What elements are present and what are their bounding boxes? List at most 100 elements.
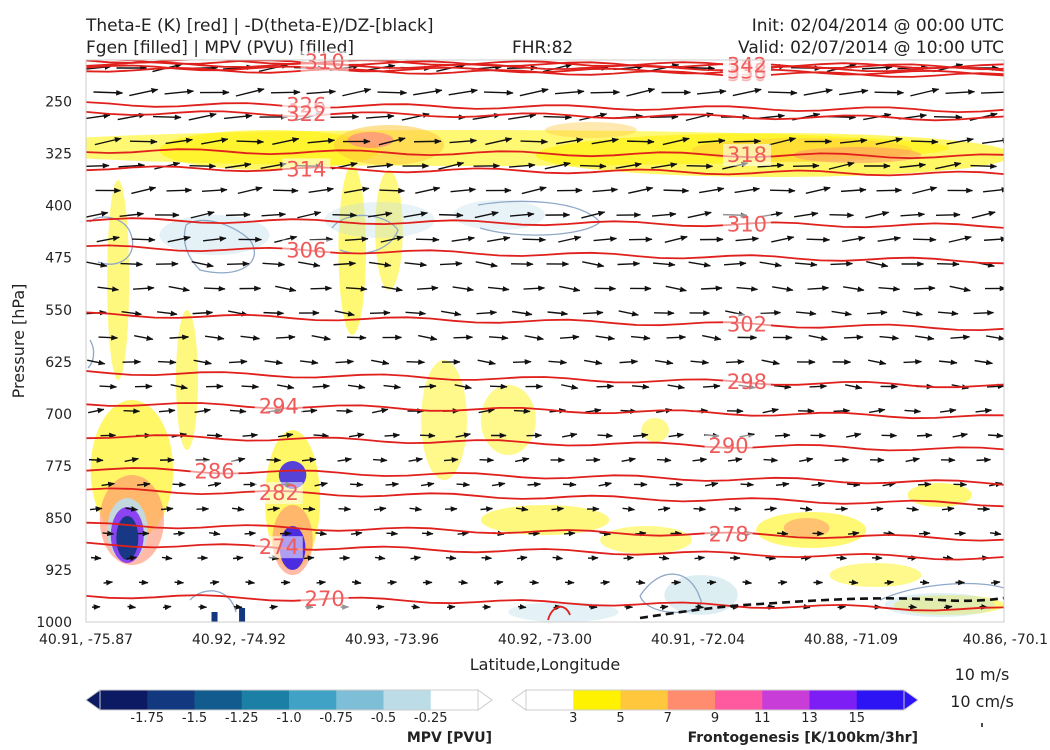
theta-e-line: [86, 434, 1004, 452]
field-patch: [333, 125, 445, 165]
y-tick-label: 850: [45, 511, 72, 527]
wind-arrow: [562, 481, 577, 488]
wind-arrow: [982, 137, 1004, 145]
wind-arrow: [663, 187, 690, 194]
wind-arrow: [807, 285, 830, 292]
wind-arrow: [264, 359, 284, 366]
wind-arrow: [846, 481, 861, 488]
contour-label-bg: [282, 102, 331, 125]
colorbar-swatch: [194, 690, 243, 710]
theta-e-label: 278: [709, 523, 749, 547]
colorbar-swatch: [620, 690, 669, 710]
wind-arrow: [935, 212, 961, 218]
wind-arrow: [368, 211, 393, 218]
y-tick-label: 925: [45, 563, 72, 579]
wind-arrow: [704, 481, 719, 488]
wind-arrow: [129, 138, 158, 145]
theta-e-label: 282: [259, 481, 299, 505]
wind-arrow: [173, 530, 186, 537]
theta-e-line: [86, 594, 1004, 612]
wind-arrow: [262, 261, 286, 268]
wind-arrow: [794, 211, 819, 218]
stability-dashed-line: [639, 596, 1004, 620]
wind-arrow: [693, 506, 707, 512]
wind-arrow: [523, 285, 546, 292]
wind-arrow: [94, 137, 122, 146]
wind-arrow: [552, 555, 564, 561]
x-tick-label: 40.92, -73.00: [498, 632, 592, 648]
wind-arrow: [450, 187, 477, 193]
wind-arrow: [261, 211, 287, 218]
wind-arrow: [593, 236, 618, 242]
wind-arrow: [403, 211, 429, 218]
wind-arrow: [378, 137, 406, 146]
wind-arrow: [900, 211, 926, 218]
wind-arrow: [736, 286, 759, 292]
colorbar-swatch: [809, 690, 858, 710]
x-tick-label: 40.91, -72.04: [651, 632, 745, 648]
wind-arrow: [312, 383, 331, 390]
wind-arrow: [372, 457, 388, 463]
wind-arrow: [88, 457, 104, 463]
wind-arrow: [649, 114, 679, 120]
wind-arrow: [600, 579, 611, 586]
field-patch: [324, 202, 435, 238]
wind-arrow: [933, 114, 963, 120]
colorbar-tick: 11: [754, 711, 771, 726]
wind-arrow: [270, 89, 301, 96]
wind-arrow: [949, 285, 971, 293]
wind-arrow: [800, 555, 812, 561]
wind-arrow: [311, 334, 332, 341]
wind-arrow: [455, 432, 472, 438]
colorbar-extend: [511, 689, 527, 711]
wind-arrow: [275, 334, 296, 341]
wind-arrow: [365, 113, 395, 120]
colorbar-tick: -1.25: [225, 711, 259, 726]
wind-arrow: [509, 211, 535, 218]
wind-reference-vertical: 10 cm/s: [950, 692, 1014, 711]
wind-arrow: [763, 457, 779, 463]
wind-arrow: [160, 506, 174, 512]
wind-arrow: [266, 457, 282, 463]
wind-arrow: [973, 310, 995, 316]
colorbar-frame: [99, 689, 479, 711]
wind-arrow: [189, 163, 217, 169]
wind-arrow: [706, 579, 717, 586]
wind-arrow: [203, 285, 226, 292]
wind-arrow: [875, 137, 903, 145]
wind-arrow: [882, 481, 897, 488]
wind-arrow: [478, 407, 496, 414]
field-patch: [664, 575, 738, 615]
wind-arrow: [910, 138, 939, 145]
wind-arrow: [976, 457, 992, 463]
wind-arrow: [945, 89, 976, 95]
wind-arrow: [808, 334, 828, 341]
wind-arrow: [848, 579, 859, 586]
wind-arrow: [451, 235, 476, 242]
wind-arrow: [937, 310, 959, 317]
x-axis-ticks: 40.91, -75.87 40.92, -74.92 40.93, -73.96 4…: [39, 632, 1048, 648]
wind-arrow: [559, 285, 581, 293]
wind-arrow: [915, 335, 935, 341]
colorbar-tick: -1.0: [276, 711, 301, 726]
wind-arrow: [524, 335, 545, 341]
y-tick-label: 775: [45, 459, 72, 475]
wind-arrow: [556, 137, 584, 145]
wind-arrow: [777, 579, 788, 586]
wind-arrow: [446, 604, 456, 610]
wind-arrow: [903, 359, 923, 365]
colorbar-frame: [525, 689, 905, 711]
wind-arrow: [883, 530, 896, 537]
y-tick-label: 700: [45, 407, 72, 423]
wind-arrow: [418, 383, 437, 390]
wind-arrow: [561, 384, 579, 390]
mpv-outline: [87, 339, 95, 369]
wind-arrow: [598, 481, 613, 488]
wind-arrow: [232, 555, 244, 561]
wind-arrow: [760, 310, 782, 316]
wind-arrow: [651, 162, 678, 169]
title-left-1: Theta-E (K) [red] | -D(theta-E)/DZ-[blac…: [85, 16, 434, 36]
wind-arrow: [86, 261, 108, 268]
wind-arrow: [408, 457, 424, 463]
